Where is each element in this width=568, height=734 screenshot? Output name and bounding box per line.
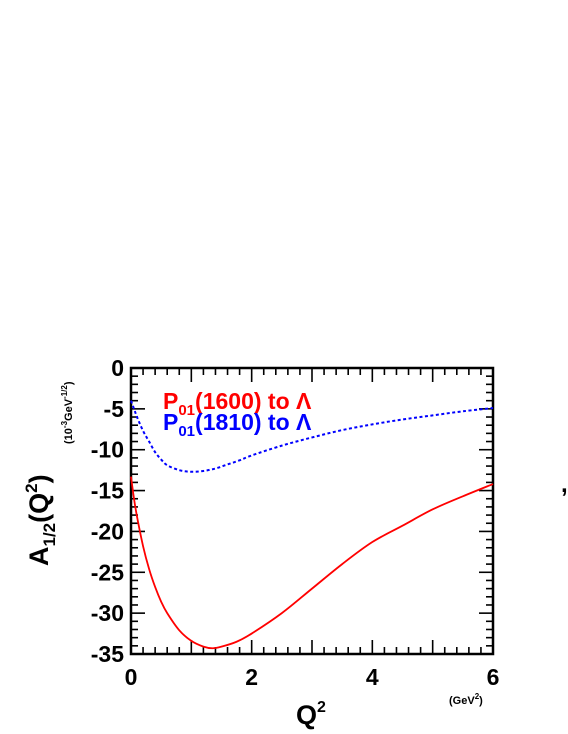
x-axis-unit-sup: 2: [475, 692, 480, 701]
y-tick-label: -15: [91, 478, 124, 504]
x-tick-label: 2: [245, 664, 258, 690]
x-tick-label: 0: [125, 664, 138, 690]
y-tick-label: -25: [91, 559, 124, 585]
y-axis-unit-sup2: -1/2: [60, 385, 69, 399]
y-tick-label: -30: [91, 600, 124, 626]
series-layer: [130, 400, 494, 650]
y-axis-label-close: ): [24, 474, 54, 483]
y-axis-unit-mid: GeV: [63, 398, 75, 421]
y-tick-labels: 0 -5 -10 -15 -20 -25 -30 -35: [91, 355, 124, 667]
x-axis-unit-close: ): [479, 695, 483, 707]
y-axis-unit: (10-3GeV-1/2): [60, 381, 75, 444]
y-axis-label: A1/2(Q2): [22, 474, 59, 566]
x-tick-labels: 0 2 4 6: [125, 664, 500, 690]
y-tick-label: -5: [104, 396, 125, 422]
x-axis-label-sup: 2: [317, 699, 326, 716]
y-axis-unit-sup1: -3: [60, 420, 69, 428]
y-axis-label-sub: 1/2: [40, 523, 59, 547]
x-tick-label: 4: [366, 664, 379, 690]
y-axis-unit-close: ): [63, 381, 75, 385]
x-tick-label: 6: [487, 664, 500, 690]
x-axis-label-base: Q: [296, 700, 317, 730]
y-tick-label: 0: [111, 355, 124, 381]
y-axis-label-open: (Q: [24, 493, 54, 523]
legend-1-rest: (1810) to Λ: [195, 409, 312, 435]
y-axis-label-base: A: [24, 547, 54, 567]
legend-0-sub: 01: [178, 402, 195, 419]
legend-1-base: P: [163, 409, 178, 435]
legend-0-rest: (1600) to Λ: [195, 388, 312, 414]
legend-0-base: P: [163, 388, 178, 414]
legend-entry-p01-1810: P01(1810) to Λ: [163, 409, 312, 440]
legend-1-sub: 01: [178, 423, 195, 440]
y-axis-label-sup: 2: [22, 483, 41, 492]
neighbor-panel-fragment: ,: [561, 471, 568, 498]
x-axis-unit: (GeV2): [449, 692, 483, 707]
plot-frame: [129, 366, 495, 656]
legend-entry-p01-1600: P01(1600) to Λ: [163, 388, 312, 419]
series-line-1: [130, 400, 494, 473]
x-axis-label: Q2: [296, 699, 326, 730]
y-tick-label: -10: [91, 437, 124, 463]
x-axis-unit-open: (GeV: [449, 695, 475, 707]
y-tick-label: -20: [91, 518, 124, 544]
y-axis-unit-open: (10: [63, 428, 75, 444]
series-line-0: [130, 476, 494, 650]
y-tick-label: -35: [91, 641, 124, 667]
